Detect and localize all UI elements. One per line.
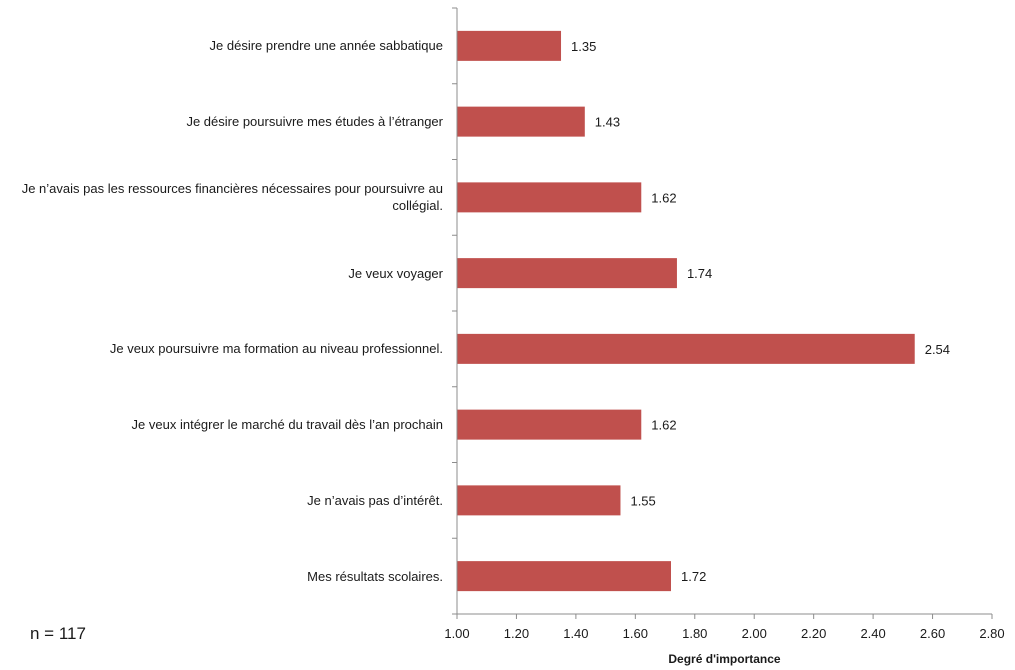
x-tick-label: 1.40 (563, 626, 588, 641)
data-label: 1.62 (651, 190, 676, 205)
data-label: 1.62 (651, 418, 676, 433)
x-tick-label: 1.00 (444, 626, 469, 641)
x-axis-title: Degré d'importance (668, 652, 781, 666)
sample-size-note: n = 117 (30, 624, 86, 643)
x-tick-label: 2.40 (860, 626, 885, 641)
bar (457, 485, 621, 516)
category-label: Je désire prendre une année sabbatique (209, 38, 443, 54)
x-tick-label: 1.80 (682, 626, 707, 641)
x-tick-label: 1.20 (504, 626, 529, 641)
category-label: Je n’avais pas d’intérêt. (307, 492, 443, 508)
bar (457, 258, 677, 289)
x-tick-label: 1.60 (623, 626, 648, 641)
x-tick-label: 2.80 (979, 626, 1004, 641)
category-label: Mes résultats scolaires. (307, 568, 443, 584)
bar (457, 333, 915, 364)
category-label: Je veux poursuivre ma formation au nivea… (109, 341, 443, 357)
x-tick-label: 2.20 (801, 626, 826, 641)
bar (457, 561, 671, 592)
data-label: 1.72 (681, 569, 706, 584)
category-label: Je désire poursuivre mes études à l’étra… (186, 114, 443, 130)
data-label: 2.54 (925, 342, 950, 357)
category-label: Je veux voyager (348, 265, 443, 281)
data-label: 1.35 (571, 39, 596, 54)
data-label: 1.55 (630, 493, 655, 508)
data-label: 1.43 (595, 115, 620, 130)
bar (457, 30, 562, 61)
category-label: Je n’avais pas les ressources financière… (21, 181, 443, 214)
x-tick-label: 2.60 (920, 626, 945, 641)
bar (457, 106, 585, 137)
x-tick-label: 2.00 (742, 626, 767, 641)
bar (457, 409, 642, 440)
data-label: 1.74 (687, 266, 712, 281)
bar (457, 182, 642, 213)
category-label: Je veux intégrer le marché du travail dè… (131, 417, 443, 433)
